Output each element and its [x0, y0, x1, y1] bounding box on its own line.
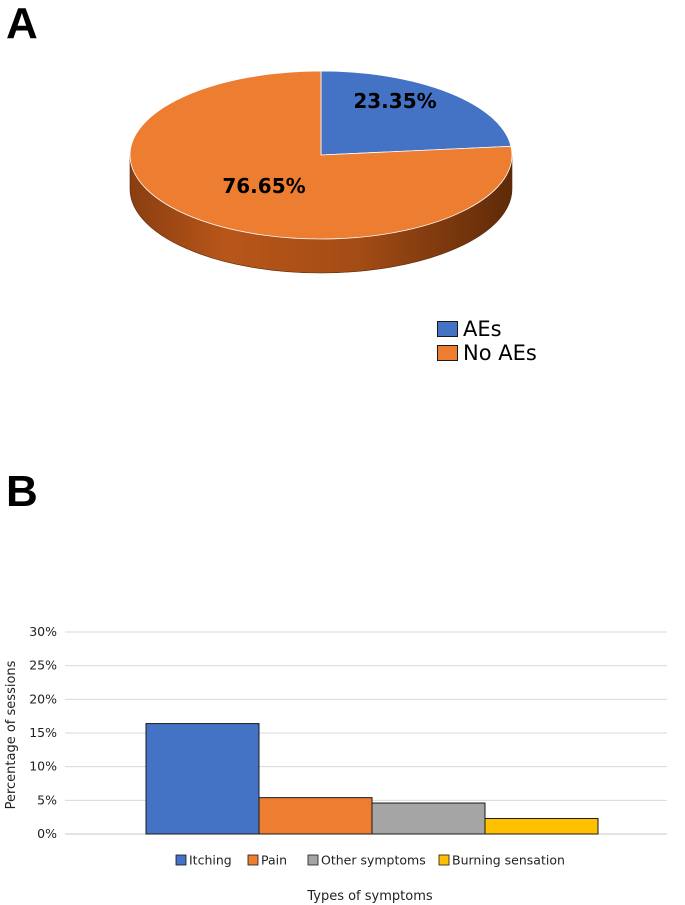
pie-slice-aes: [320, 70, 512, 156]
legend-swatch-burning-sensation: [438, 854, 450, 866]
legend-swatch-pain: [247, 854, 259, 866]
legend-swatch-itching: [175, 854, 187, 866]
pie-label-aes: 23.35%: [353, 89, 436, 113]
y-tick-label: 15%: [29, 725, 57, 740]
y-tick-label: 10%: [29, 759, 57, 774]
pie-legend: AEs No AEs: [437, 317, 537, 365]
y-tick-label: 0%: [37, 826, 57, 841]
legend-swatch-aes: [437, 321, 458, 337]
legend-label-other-symptoms: Other symptoms: [321, 853, 426, 868]
bar-chart: 0% 5% 10% 15% 20% 25% 30% Itching Pain Other sym…: [4, 624, 667, 904]
y-tick-label: 25%: [29, 658, 57, 673]
legend-item-aes: AEs: [437, 317, 537, 341]
legend-label-aes: AEs: [463, 317, 502, 341]
bar-itching: [145, 723, 260, 835]
pie-label-no-aes: 76.65%: [222, 174, 305, 198]
bar-burning-sensation: [484, 818, 599, 835]
bar-pain: [258, 797, 373, 835]
legend-label-itching: Itching: [189, 853, 232, 868]
legend-swatch-no-aes: [437, 345, 458, 361]
legend-label-pain: Pain: [261, 853, 287, 868]
y-tick-label: 30%: [29, 624, 57, 639]
legend-item-no-aes: No AEs: [437, 341, 537, 365]
pie-slice-no-aes: [129, 70, 513, 240]
legend-label-no-aes: No AEs: [463, 341, 537, 365]
panel-label-a: A: [6, 0, 38, 48]
y-tick-label: 20%: [29, 691, 57, 706]
y-tick-label: 5%: [37, 792, 57, 807]
legend-swatch-other-symptoms: [307, 854, 319, 866]
panel-label-b: B: [6, 467, 38, 516]
y-axis-title: Percentage of sessions: [4, 660, 19, 809]
x-axis-title: Types of symptoms: [306, 889, 433, 904]
bar-other-symptoms: [371, 802, 486, 835]
pie-chart: 23.35% 76.65%: [129, 70, 513, 274]
legend-label-burning-sensation: Burning sensation: [452, 853, 565, 868]
